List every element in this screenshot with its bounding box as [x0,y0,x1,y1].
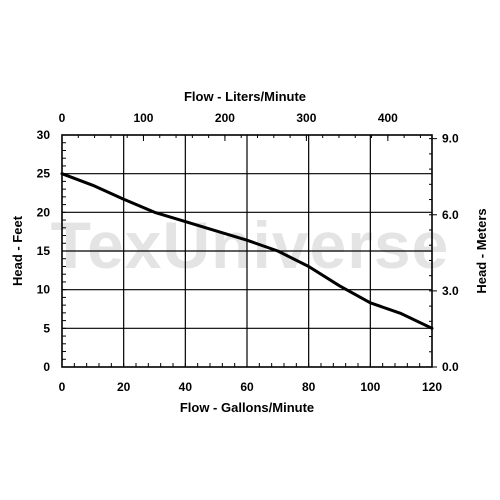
y2-tick-label: 3.0 [442,284,459,298]
x-tick-label: 80 [302,380,316,394]
series-line [60,172,434,330]
y-tick-label: 30 [37,128,51,142]
x-axis-title: Flow - Gallons/Minute [180,400,314,415]
x-tick-label: 120 [422,380,442,394]
y-tick-label: 15 [37,244,51,258]
x-tick-label: 60 [240,380,254,394]
y-tick-label: 25 [37,167,51,181]
x-tick-label: 100 [360,380,380,394]
y-tick-label: 20 [37,205,51,219]
x-tick-label: 40 [179,380,193,394]
x-tick-label: 0 [59,380,66,394]
y-tick-label: 10 [37,283,51,297]
grid [62,135,432,367]
curve-layer [60,172,434,330]
x-tick-label: 20 [117,380,131,394]
x2-tick-label: 200 [215,111,235,125]
x2-tick-label: 300 [296,111,316,125]
top-axis-title: Flow - Liters/Minute [184,89,306,104]
plot-frame [61,134,433,368]
x2-tick-label: 0 [59,111,66,125]
x2-tick-label: 100 [133,111,153,125]
y-tick-label: 5 [43,321,50,335]
y-axis-title: Head - Feet [10,215,25,286]
y2-tick-label: 9.0 [442,132,459,146]
x2-tick-label: 400 [378,111,398,125]
right-axis-title: Head - Meters [474,208,489,293]
watermark-logo: TexUniverse [51,208,450,282]
y2-tick-label: 6.0 [442,208,459,222]
y-tick-label: 0 [43,360,50,374]
y2-tick-label: 0.0 [442,360,459,374]
